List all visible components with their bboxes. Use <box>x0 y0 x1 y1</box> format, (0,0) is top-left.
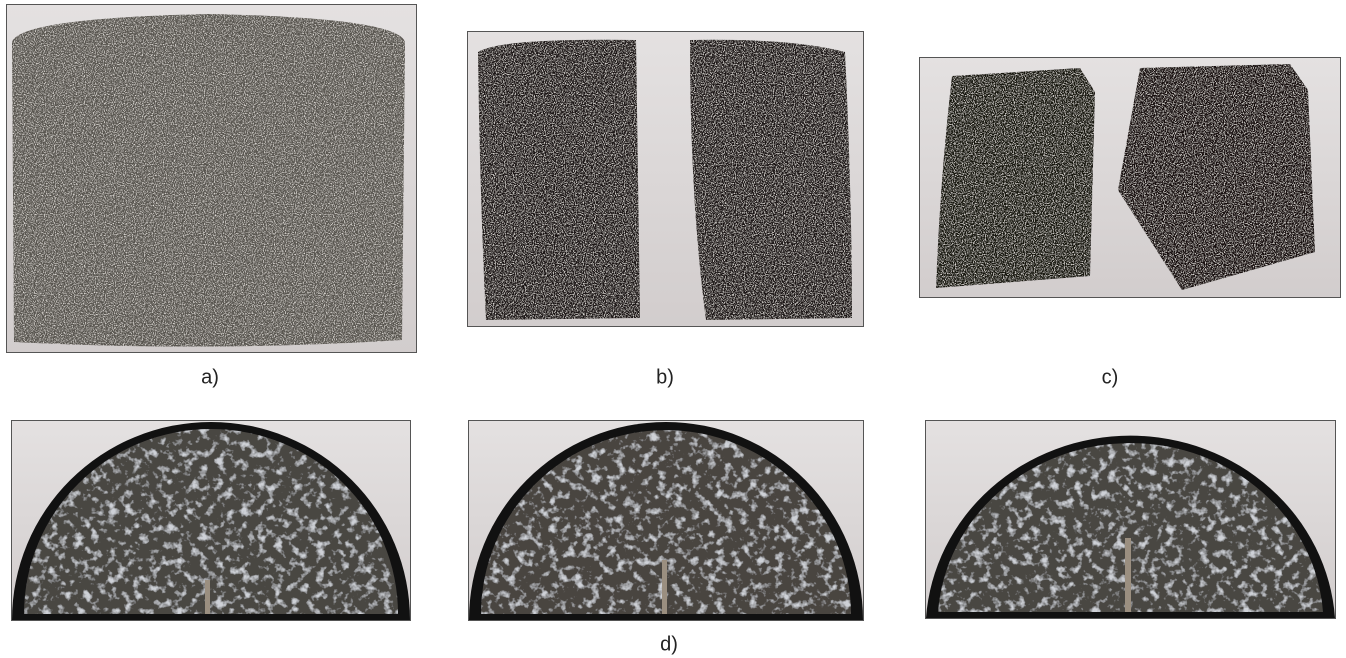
rod <box>662 560 667 614</box>
cross-section <box>24 429 398 614</box>
fragment <box>1118 64 1315 290</box>
panel-label: d) <box>660 633 678 655</box>
half-cylinder <box>690 39 852 320</box>
half-cylinder <box>478 39 640 320</box>
panel-label: a) <box>201 366 219 388</box>
rod <box>1125 538 1131 612</box>
panel-label: b) <box>656 366 674 388</box>
panel-label: c) <box>1102 366 1119 388</box>
cylinder <box>12 14 405 347</box>
rod <box>205 580 210 614</box>
fragment <box>936 68 1095 288</box>
cross-section <box>938 443 1323 612</box>
cross-section <box>481 430 851 614</box>
